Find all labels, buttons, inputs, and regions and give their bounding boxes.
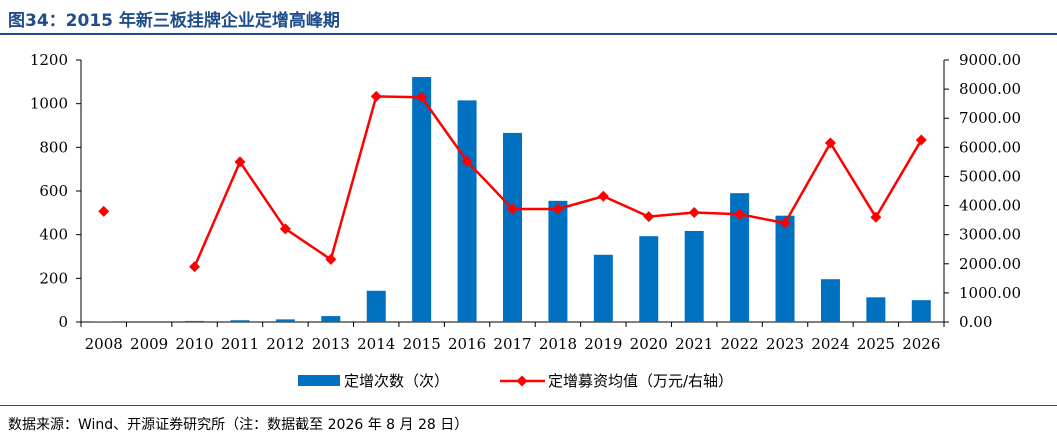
left-tick-label: 600 bbox=[39, 182, 68, 200]
x-tick-label: 2025 bbox=[857, 335, 895, 353]
left-tick-label: 1000 bbox=[30, 95, 68, 113]
bar bbox=[275, 319, 295, 322]
source-note: 数据来源：Wind、开源证券研究所（注：数据截至 2026 年 8 月 28 日… bbox=[8, 417, 469, 433]
bar bbox=[684, 230, 704, 322]
point bbox=[189, 261, 201, 273]
point bbox=[325, 253, 337, 265]
point bbox=[370, 90, 382, 102]
point bbox=[279, 223, 291, 235]
point bbox=[779, 217, 791, 229]
legend-swatch-marker bbox=[516, 375, 528, 387]
point bbox=[870, 211, 882, 223]
point bbox=[597, 190, 609, 202]
left-tick-label: 200 bbox=[39, 269, 68, 287]
point bbox=[507, 203, 518, 215]
line-series bbox=[98, 90, 927, 273]
bar bbox=[593, 254, 613, 322]
x-tick-label: 2012 bbox=[266, 335, 304, 353]
legend-label-line: 定增募资均值（万元/右轴） bbox=[548, 372, 733, 390]
point bbox=[915, 134, 927, 146]
bar bbox=[866, 297, 886, 322]
right-tick-label: 3000.00 bbox=[959, 226, 1021, 244]
source-rule bbox=[0, 405, 1057, 406]
bar bbox=[730, 193, 750, 322]
point bbox=[461, 155, 473, 167]
bar-series bbox=[94, 77, 931, 323]
bar bbox=[457, 100, 477, 323]
bar bbox=[548, 200, 568, 322]
left-tick-label: 1200 bbox=[30, 51, 68, 69]
bar bbox=[412, 77, 432, 322]
x-tick-label: 2008 bbox=[85, 335, 123, 353]
x-tick-label: 2016 bbox=[448, 335, 486, 353]
bar bbox=[775, 215, 795, 322]
right-tick-label: 2000.00 bbox=[959, 255, 1021, 273]
bar bbox=[366, 290, 386, 322]
bar bbox=[230, 320, 250, 322]
x-tick-label: 2011 bbox=[221, 335, 259, 353]
bar bbox=[911, 300, 931, 322]
point bbox=[416, 91, 428, 103]
point bbox=[688, 207, 700, 219]
legend-label-bar: 定增次数（次） bbox=[344, 372, 449, 390]
chart: 0 200 400 600 800 1000 1200 0.00 1000.00 2000.00 3… bbox=[30, 51, 1021, 390]
point bbox=[234, 156, 246, 168]
x-tick-label: 2015 bbox=[403, 335, 441, 353]
figure-title: 图34：2015 年新三板挂牌企业定增高峰期 bbox=[8, 11, 340, 31]
right-tick-label: 1000.00 bbox=[959, 284, 1021, 302]
x-tick-label: 2018 bbox=[539, 335, 577, 353]
tick-labels: 0 200 400 600 800 1000 1200 0.00 1000.00 2000.00 3… bbox=[30, 51, 1021, 353]
left-tick-label: 0 bbox=[58, 313, 68, 331]
title-rule bbox=[0, 33, 1057, 35]
x-tick-label: 2010 bbox=[175, 335, 213, 353]
left-tick-label: 400 bbox=[39, 226, 68, 244]
x-tick-label: 2017 bbox=[493, 335, 531, 353]
bar bbox=[503, 132, 522, 322]
right-tick-label: 4000.00 bbox=[959, 197, 1021, 215]
x-tick-label: 2024 bbox=[811, 335, 849, 353]
legend-swatch-bar bbox=[298, 375, 340, 386]
left-tick-label: 800 bbox=[39, 138, 68, 156]
x-tick-label: 2023 bbox=[766, 335, 804, 353]
x-tick-label: 2022 bbox=[721, 335, 759, 353]
x-tick-label: 2009 bbox=[130, 335, 168, 353]
right-tick-label: 5000.00 bbox=[959, 167, 1021, 185]
right-tick-label: 7000.00 bbox=[959, 109, 1021, 127]
right-tick-label: 6000.00 bbox=[959, 138, 1021, 156]
x-tick-label: 2020 bbox=[630, 335, 668, 353]
right-tick-label: 9000.00 bbox=[959, 51, 1021, 69]
point bbox=[552, 203, 564, 215]
right-tick-label: 8000.00 bbox=[959, 80, 1021, 98]
point bbox=[98, 205, 110, 217]
bar bbox=[94, 321, 114, 322]
x-tick-label: 2021 bbox=[675, 335, 713, 353]
right-tick-label: 0.00 bbox=[959, 313, 992, 331]
point bbox=[643, 211, 655, 223]
legend: 定增次数（次） 定增募资均值（万元/右轴） bbox=[298, 372, 733, 390]
bar bbox=[321, 316, 341, 322]
point bbox=[734, 208, 746, 220]
x-tick-label: 2014 bbox=[357, 335, 395, 353]
x-tick-label: 2013 bbox=[312, 335, 350, 353]
bar bbox=[820, 279, 840, 322]
bar bbox=[185, 320, 205, 322]
point bbox=[824, 137, 836, 149]
x-tick-label: 2019 bbox=[584, 335, 622, 353]
x-tick-label: 2026 bbox=[902, 335, 940, 353]
bar bbox=[639, 236, 659, 322]
